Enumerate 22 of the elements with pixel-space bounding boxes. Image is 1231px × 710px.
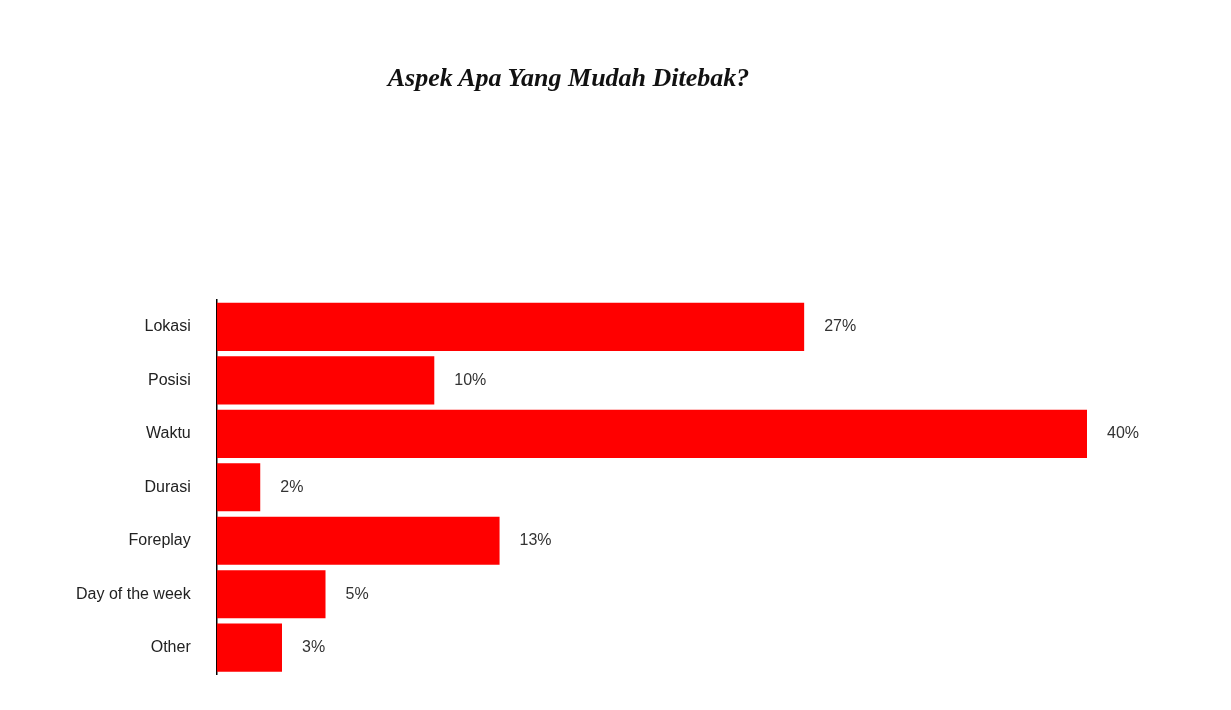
data-label: 27% xyxy=(824,317,857,335)
data-label: 40% xyxy=(1107,424,1140,442)
data-label: 2% xyxy=(280,477,304,495)
bar xyxy=(216,409,1087,458)
y-tick-label: Other xyxy=(150,638,192,656)
data-label: 10% xyxy=(454,370,487,388)
chart-title: Aspek Apa Yang Mudah Ditebak? xyxy=(385,63,750,93)
y-tick-label: Foreplay xyxy=(128,531,191,549)
bar xyxy=(216,356,435,405)
bar xyxy=(216,516,500,565)
y-tick-label: Day of the week xyxy=(75,584,192,602)
bar xyxy=(216,463,261,512)
bar xyxy=(216,623,282,672)
y-tick-label: Waktu xyxy=(145,424,191,442)
data-label: 3% xyxy=(302,638,326,656)
bar xyxy=(216,302,805,351)
bar xyxy=(216,570,326,619)
y-tick-label: Durasi xyxy=(144,477,191,495)
y-tick-label: Lokasi xyxy=(144,317,191,335)
y-tick-label: Posisi xyxy=(148,370,191,388)
data-label: 5% xyxy=(345,584,369,602)
data-label: 13% xyxy=(519,531,552,549)
